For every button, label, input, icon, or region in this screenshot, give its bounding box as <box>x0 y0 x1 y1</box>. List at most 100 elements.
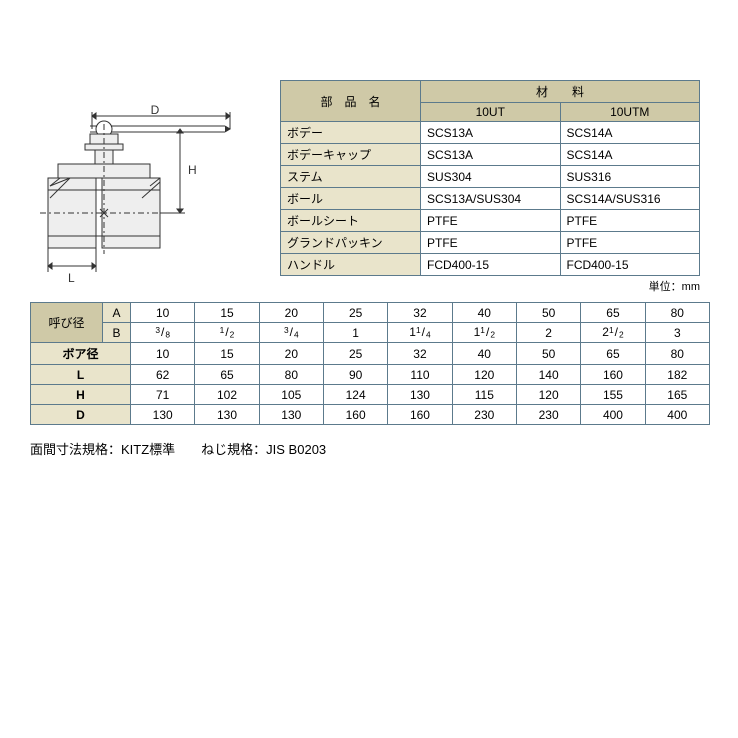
dim-cell: 80 <box>259 365 323 385</box>
materials-row: ステムSUS304SUS316 <box>281 166 700 188</box>
dim-header-b-cell: 3 <box>645 323 709 343</box>
dim-cell: 71 <box>131 385 195 405</box>
dim-cell: 400 <box>581 405 645 425</box>
materials-row: ボールSCS13A/SUS304SCS14A/SUS316 <box>281 188 700 210</box>
materials-row-c2: SCS14A <box>560 144 700 166</box>
valve-diagram: D <box>30 104 260 294</box>
dim-header-a-cell: 50 <box>516 303 580 323</box>
materials-row-c1: SUS304 <box>421 166 561 188</box>
dim-cell: 65 <box>195 365 259 385</box>
dim-row-label: D <box>31 405 131 425</box>
dim-row: D130130130160160230230400400 <box>31 405 710 425</box>
dim-cell: 20 <box>259 343 323 365</box>
materials-header-part: 部 品 名 <box>281 81 421 122</box>
dim-cell: 32 <box>388 343 452 365</box>
dim-cell: 102 <box>195 385 259 405</box>
dim-cell: 40 <box>452 343 516 365</box>
dim-header-a-cell: 80 <box>645 303 709 323</box>
dim-label-l: L <box>68 271 75 285</box>
dim-header-a-cell: 32 <box>388 303 452 323</box>
dim-cell: 140 <box>516 365 580 385</box>
dim-header-a-cell: 40 <box>452 303 516 323</box>
dim-cell: 230 <box>516 405 580 425</box>
dim-cell: 160 <box>323 405 387 425</box>
dim-label-d: D <box>151 104 160 117</box>
materials-row-c2: SUS316 <box>560 166 700 188</box>
materials-row-part: グランドパッキン <box>281 232 421 254</box>
dim-cell: 130 <box>131 405 195 425</box>
dim-cell: 62 <box>131 365 195 385</box>
dim-header-b-cell: 21/2 <box>581 323 645 343</box>
dim-cell: 90 <box>323 365 387 385</box>
dim-cell: 155 <box>581 385 645 405</box>
dim-cell: 400 <box>645 405 709 425</box>
materials-row-c1: SCS13A <box>421 122 561 144</box>
dim-header-b-cell: 1 <box>323 323 387 343</box>
materials-row-part: ボデーキャップ <box>281 144 421 166</box>
dim-cell: 15 <box>195 343 259 365</box>
dim-header-a-cell: 10 <box>131 303 195 323</box>
footer-note: 面間寸法規格：KITZ標準 ねじ規格：JIS B0203 <box>30 439 710 458</box>
dim-cell: 105 <box>259 385 323 405</box>
materials-row-c1: PTFE <box>421 232 561 254</box>
dimensions-table: 呼び径 A 101520253240506580 B 3/81/23/4111/… <box>30 302 710 425</box>
materials-row-part: ボデー <box>281 122 421 144</box>
dim-cell: 130 <box>388 385 452 405</box>
dim-cell: 130 <box>259 405 323 425</box>
dim-row-label: L <box>31 365 131 385</box>
materials-row-part: ボール <box>281 188 421 210</box>
dim-yobikei: 呼び径 <box>31 303 103 343</box>
materials-row-c2: PTFE <box>560 210 700 232</box>
dim-cell: 160 <box>581 365 645 385</box>
dim-cell: 130 <box>195 405 259 425</box>
dim-cell: 120 <box>452 365 516 385</box>
materials-row-c1: SCS13A <box>421 144 561 166</box>
materials-row-c2: PTFE <box>560 232 700 254</box>
dim-header-a-cell: 15 <box>195 303 259 323</box>
materials-row-c2: SCS14A/SUS316 <box>560 188 700 210</box>
dim-cell: 10 <box>131 343 195 365</box>
dim-cell: 50 <box>516 343 580 365</box>
materials-row-c2: FCD400-15 <box>560 254 700 276</box>
dim-cell: 120 <box>516 385 580 405</box>
materials-row-c1: SCS13A/SUS304 <box>421 188 561 210</box>
dim-B: B <box>103 323 131 343</box>
materials-row-part: ボールシート <box>281 210 421 232</box>
dim-header-b-cell: 11/4 <box>388 323 452 343</box>
dim-header-b-cell: 11/2 <box>452 323 516 343</box>
dim-cell: 230 <box>452 405 516 425</box>
materials-row: ハンドルFCD400-15FCD400-15 <box>281 254 700 276</box>
materials-row: グランドパッキンPTFEPTFE <box>281 232 700 254</box>
materials-row-c1: FCD400-15 <box>421 254 561 276</box>
materials-row-c2: SCS14A <box>560 122 700 144</box>
dim-header-b-cell: 2 <box>516 323 580 343</box>
dim-cell: 25 <box>323 343 387 365</box>
dim-cell: 110 <box>388 365 452 385</box>
dim-cell: 182 <box>645 365 709 385</box>
dim-header-a-cell: 25 <box>323 303 387 323</box>
materials-row: ボデーキャップSCS13ASCS14A <box>281 144 700 166</box>
materials-row-part: ハンドル <box>281 254 421 276</box>
dim-cell: 115 <box>452 385 516 405</box>
dim-row: ボア径101520253240506580 <box>31 343 710 365</box>
materials-sub-0: 10UT <box>421 103 561 122</box>
materials-row: ボデーSCS13ASCS14A <box>281 122 700 144</box>
materials-row-part: ステム <box>281 166 421 188</box>
dim-label-h: H <box>188 163 197 177</box>
materials-table: 部 品 名 材 料 10UT 10UTM ボデーSCS13ASCS14Aボデーキ… <box>280 80 700 276</box>
dim-row-label: ボア径 <box>31 343 131 365</box>
materials-row: ボールシートPTFEPTFE <box>281 210 700 232</box>
dim-cell: 124 <box>323 385 387 405</box>
dim-row: H71102105124130115120155165 <box>31 385 710 405</box>
dim-row: L62658090110120140160182 <box>31 365 710 385</box>
dim-cell: 65 <box>581 343 645 365</box>
materials-row-c1: PTFE <box>421 210 561 232</box>
dim-cell: 160 <box>388 405 452 425</box>
materials-sub-1: 10UTM <box>560 103 700 122</box>
dim-cell: 165 <box>645 385 709 405</box>
dim-header-b-cell: 3/4 <box>259 323 323 343</box>
dim-row-label: H <box>31 385 131 405</box>
dim-header-a-cell: 20 <box>259 303 323 323</box>
dim-header-b-cell: 3/8 <box>131 323 195 343</box>
unit-label: 単位：mm <box>280 278 700 294</box>
